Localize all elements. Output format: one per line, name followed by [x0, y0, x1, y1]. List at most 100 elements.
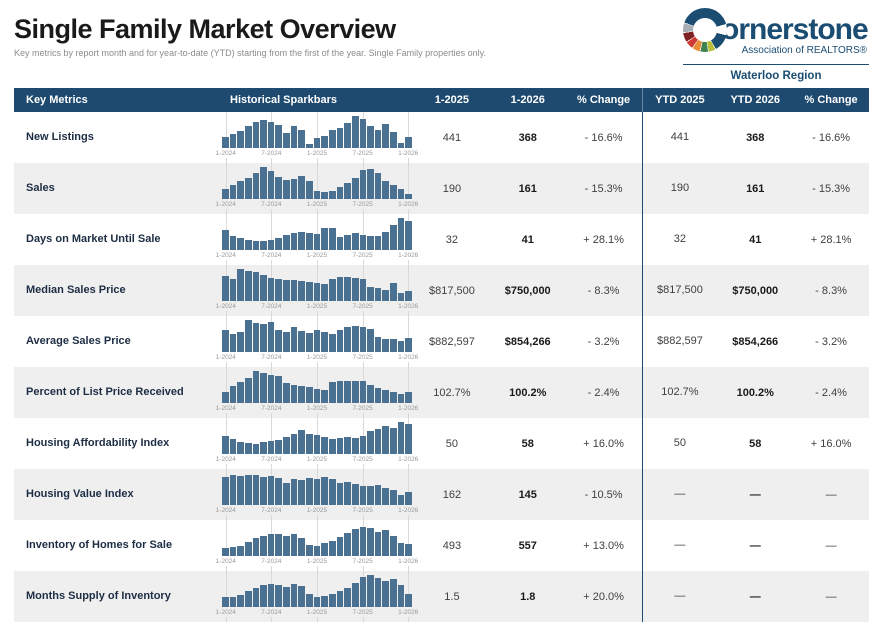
spark-bar: [275, 439, 283, 454]
spark-tick-label: 1-2025: [306, 302, 328, 310]
spark-tickmark: [408, 515, 410, 520]
value-ytd-2026: 368: [746, 131, 765, 144]
spark-tick-label: 7-2024: [261, 149, 282, 157]
spark-bar: [397, 422, 405, 454]
value-ytd-2025: 50: [641, 418, 718, 469]
table-row: Median Sales Price 1-2024 7-2024 1-2025 7-20…: [14, 265, 869, 316]
spark-gridline: [408, 367, 410, 403]
spark-bar: [306, 143, 313, 148]
spark-bar: [397, 218, 405, 250]
value-pct-change: + 20.0%: [583, 590, 624, 603]
spark-tickmark: [408, 260, 410, 265]
spark-bar: [244, 178, 252, 199]
spark-tick-label: 7-2025: [352, 302, 373, 310]
spark-bar: [382, 581, 390, 607]
table-row: Sales 1-2024 7-2024 1-2025 7-2025 1-2026 190 16…: [14, 163, 869, 214]
spark-tickmark: [271, 158, 273, 163]
spark-bar: [229, 184, 237, 199]
spark-tickmark: [362, 362, 364, 367]
value-ytd-2025: 441: [641, 112, 718, 163]
spark-bar: [405, 594, 413, 607]
value-ytd-pct-change: —: [825, 539, 837, 552]
spark-tick-label: 1-2024: [215, 251, 236, 259]
spark-tick-label: 7-2025: [352, 251, 373, 259]
col-header-sparkbars: Historical Sparkbars: [230, 94, 337, 106]
value-1-2025: 1.5: [444, 590, 460, 603]
spark-bar: [244, 270, 252, 301]
value-1-2026: 161: [518, 182, 537, 195]
value-1-2026: 1.8: [520, 590, 536, 603]
spark-bar: [367, 527, 374, 556]
spark-bar: [229, 474, 237, 505]
spark-bar: [336, 381, 344, 403]
spark-bar: [336, 482, 344, 505]
spark-tick-label: 1-2024: [215, 455, 236, 463]
spark-tick-label: 7-2024: [261, 455, 282, 463]
value-1-2026: 145: [518, 488, 537, 501]
spark-gridline: [317, 214, 318, 250]
spark-bar: [252, 121, 260, 148]
table-row: Percent of List Price Received 1-2024 7-20…: [14, 367, 869, 418]
spark-bar: [321, 228, 328, 250]
spark-bar: [260, 584, 267, 607]
spark-bar: [260, 372, 267, 403]
spark-bar: [244, 541, 252, 556]
spark-bar: [290, 434, 298, 454]
spark-bar: [321, 595, 328, 607]
spark-bar: [222, 436, 229, 454]
spark-bar: [290, 327, 298, 352]
spark-bar: [390, 225, 397, 250]
spark-tickmark: [225, 362, 227, 367]
spark-bar: [351, 484, 359, 505]
spark-bars: [222, 524, 413, 556]
spark-tickmark: [225, 413, 227, 418]
spark-gridline: [317, 112, 318, 148]
spark-tick-label: 1-2026: [398, 200, 419, 208]
spark-bar: [275, 375, 283, 403]
value-ytd-pct-change: - 16.6%: [812, 131, 851, 144]
value-pct-change: - 2.4%: [587, 386, 620, 399]
table-row: Days on Market Until Sale 1-2024 7-2024 1-2…: [14, 214, 869, 265]
spark-bar: [252, 241, 260, 250]
spark-bar: [283, 437, 290, 454]
spark-bar: [298, 280, 306, 301]
spark-bar: [382, 339, 390, 352]
market-overview-table: Key Metrics Historical Sparkbars 1-2025 …: [14, 88, 869, 622]
spark-bar: [290, 385, 298, 403]
table-row: Housing Affordability Index 1-2024 7-2024 1…: [14, 418, 869, 469]
spark-tickmark: [317, 566, 318, 571]
table-row: Inventory of Homes for Sale 1-2024 7-2024 1…: [14, 520, 869, 571]
spark-tickmark: [317, 617, 318, 622]
spark-tickmark: [225, 311, 227, 316]
spark-bar: [222, 329, 229, 352]
spark-bar: [397, 394, 405, 403]
col-header-ytd-2026: YTD 2026: [730, 94, 780, 106]
spark-bar: [351, 438, 359, 454]
value-ytd-2026: —: [749, 590, 761, 603]
spark-bar: [374, 485, 382, 505]
region-label: Waterloo Region: [730, 70, 822, 82]
spark-tick-label: 7-2024: [261, 404, 282, 412]
spark-tick-label: 7-2024: [261, 251, 282, 259]
spark-tickmark: [408, 158, 410, 163]
spark-tick-label: 1-2024: [215, 200, 236, 208]
spark-bar: [351, 380, 359, 403]
spark-tick-label: 1-2025: [306, 404, 328, 412]
spark-bar: [298, 386, 306, 403]
spark-bar: [260, 241, 267, 250]
spark-bar: [283, 536, 290, 556]
value-pct-change: + 16.0%: [583, 437, 624, 450]
spark-bar: [237, 131, 244, 148]
spark-bar: [344, 437, 351, 454]
spark-bar: [382, 425, 390, 454]
spark-gridline: [225, 367, 227, 403]
spark-bar: [397, 189, 405, 199]
spark-tick-label: 7-2025: [352, 353, 373, 361]
value-1-2026: 41: [521, 233, 534, 246]
spark-bar: [374, 577, 382, 607]
spark-bar: [336, 187, 344, 199]
spark-bar: [390, 427, 397, 454]
spark-tickmark: [271, 311, 273, 316]
spark-bar: [244, 378, 252, 403]
spark-tick-label: 1-2024: [215, 404, 236, 412]
